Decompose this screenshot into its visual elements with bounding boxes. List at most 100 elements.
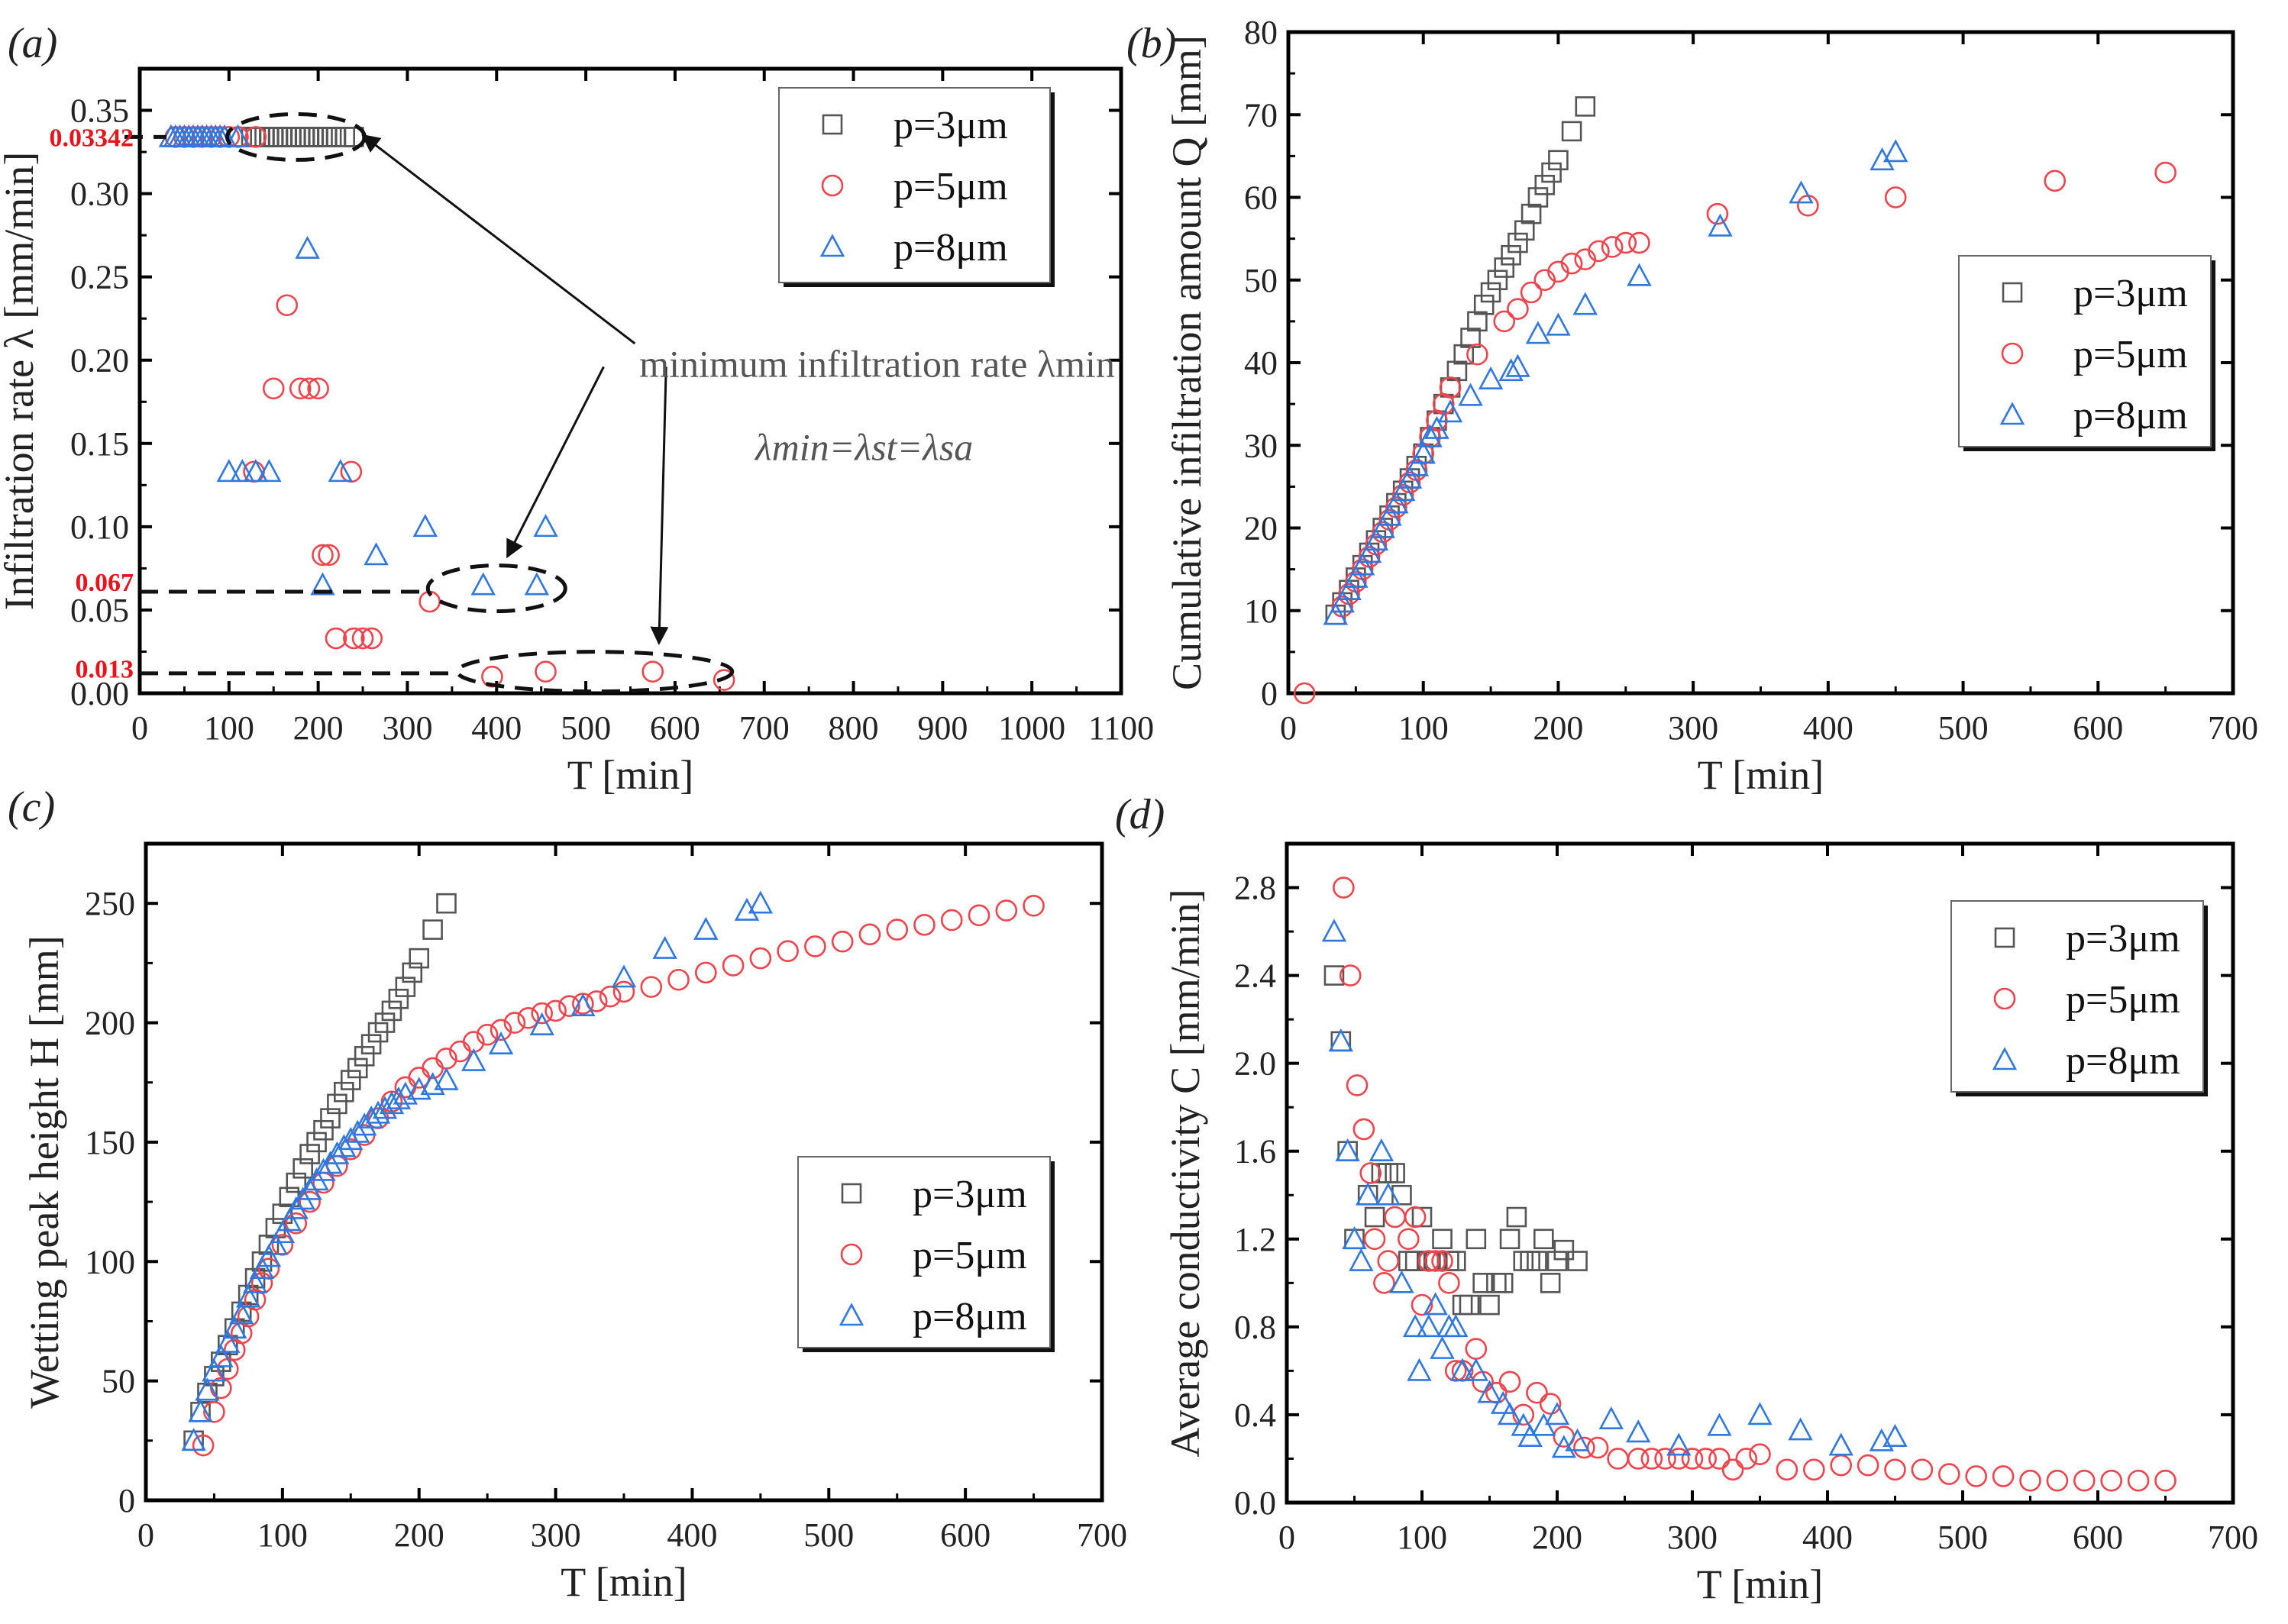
- data-point: [1735, 1448, 1758, 1470]
- x-tick-label: 600: [2073, 709, 2123, 747]
- data-point: [1364, 1206, 1385, 1228]
- chart-panel-c: (c) 0 100 200 300 400 500 600 700 0 50 100 150 200 250…: [8, 783, 1127, 1605]
- data-point: [1572, 292, 1598, 315]
- y-tick-label: 150: [85, 1124, 135, 1161]
- data-point: [1525, 321, 1551, 344]
- data-point: [1478, 366, 1504, 389]
- x-tick-label: 500: [561, 709, 611, 747]
- data-point: [195, 1377, 220, 1401]
- data-point: [276, 294, 299, 317]
- data-point: [1565, 1428, 1590, 1451]
- data-point: [1506, 1206, 1527, 1228]
- legend-marker: [1993, 987, 2016, 1010]
- data-point: [262, 377, 285, 400]
- data-point: [230, 459, 255, 483]
- data-point: [312, 544, 334, 567]
- legend-label: p=8μm: [894, 226, 1008, 270]
- data-point: [1511, 1413, 1536, 1436]
- data-point: [748, 890, 774, 914]
- data-point: [1346, 1074, 1369, 1096]
- x-tick-label: 400: [667, 1516, 717, 1554]
- data-point: [1463, 1358, 1488, 1381]
- data-point: [535, 660, 557, 683]
- data-point: [1721, 1458, 1744, 1481]
- x-tick-label: 500: [803, 1516, 854, 1554]
- y-axis-label: Wetting peak height H [mm]: [21, 935, 67, 1409]
- data-point: [1539, 1393, 1562, 1415]
- data-point: [488, 1031, 514, 1054]
- data-point: [328, 459, 354, 483]
- data-point: [434, 1067, 459, 1090]
- data-point: [476, 1023, 499, 1046]
- data-point: [558, 995, 580, 1017]
- data-point: [1797, 195, 1819, 217]
- x-tick-label: 700: [739, 709, 790, 747]
- data-point: [1486, 1273, 1507, 1293]
- x-tick-label: 300: [1667, 1519, 1718, 1556]
- x-tick-label: 200: [394, 1516, 444, 1554]
- data-point: [1391, 1184, 1412, 1206]
- x-tick-label: 400: [471, 709, 522, 747]
- y-tick-label: 0.35: [70, 92, 129, 130]
- y-tick-label: 70: [1244, 96, 1278, 134]
- data-point: [311, 1157, 336, 1181]
- data-point: [225, 124, 250, 147]
- data-point: [325, 1141, 350, 1164]
- data-point: [1336, 576, 1362, 600]
- y-tick-label: 0.30: [70, 176, 129, 213]
- data-point: [1384, 490, 1409, 514]
- legend-marker: [822, 114, 843, 135]
- legend-marker: [840, 1243, 863, 1266]
- data-point: [1389, 1270, 1414, 1293]
- data-point: [203, 1400, 225, 1423]
- y-tick-label: 40: [1244, 344, 1278, 382]
- data-point: [545, 999, 567, 1022]
- data-point: [276, 1208, 302, 1232]
- y-tick-label: 0.15: [70, 425, 129, 463]
- data-point: [1614, 231, 1637, 254]
- data-point: [1598, 1406, 1624, 1429]
- legend-marker: [2001, 342, 2024, 365]
- data-point: [306, 1132, 327, 1153]
- data-point: [1803, 1458, 1825, 1481]
- data-point: [1776, 1458, 1798, 1481]
- data-point: [249, 1255, 275, 1279]
- data-point: [1520, 281, 1543, 304]
- data-point: [354, 1046, 375, 1067]
- data-point: [360, 1034, 382, 1054]
- data-point: [1479, 1294, 1500, 1316]
- panel-label: (a): [8, 20, 57, 67]
- data-point: [409, 948, 430, 969]
- data-point: [1339, 964, 1362, 986]
- data-point: [1352, 1118, 1375, 1141]
- data-point: [1424, 415, 1449, 439]
- annotation-equation: λmin=λst=λsa: [754, 426, 973, 469]
- arrow: [361, 134, 636, 345]
- data-point: [1407, 1358, 1432, 1381]
- data-point: [229, 1301, 254, 1325]
- data-point: [289, 377, 312, 400]
- series-p3m: [1323, 965, 1588, 1316]
- y-tick-label: 200: [85, 1005, 135, 1042]
- data-point: [517, 1006, 540, 1029]
- data-point: [1708, 213, 1733, 237]
- data-point: [299, 1190, 321, 1213]
- data-point: [318, 544, 340, 567]
- data-point: [1439, 376, 1462, 399]
- data-point: [804, 935, 826, 957]
- data-point: [524, 572, 550, 596]
- series-p8m: [1323, 139, 1908, 625]
- data-point: [1402, 1314, 1428, 1338]
- x-tick-label: 800: [829, 709, 879, 747]
- x-tick-label: 0: [137, 1516, 154, 1554]
- x-tick-label: 300: [531, 1516, 581, 1554]
- data-point: [285, 1212, 308, 1235]
- chart-panel-d: (d) 0 100 200 300 400 500 600 700 0.0 0.4 0.8 1.2 1.6…: [1115, 791, 2258, 1607]
- y-tick-label: 0.00: [70, 675, 129, 712]
- data-point: [1544, 1402, 1570, 1425]
- data-point: [1911, 1458, 1934, 1481]
- data-point: [886, 919, 909, 941]
- y-tick-label: 20: [1244, 510, 1278, 547]
- data-point: [1654, 1448, 1676, 1470]
